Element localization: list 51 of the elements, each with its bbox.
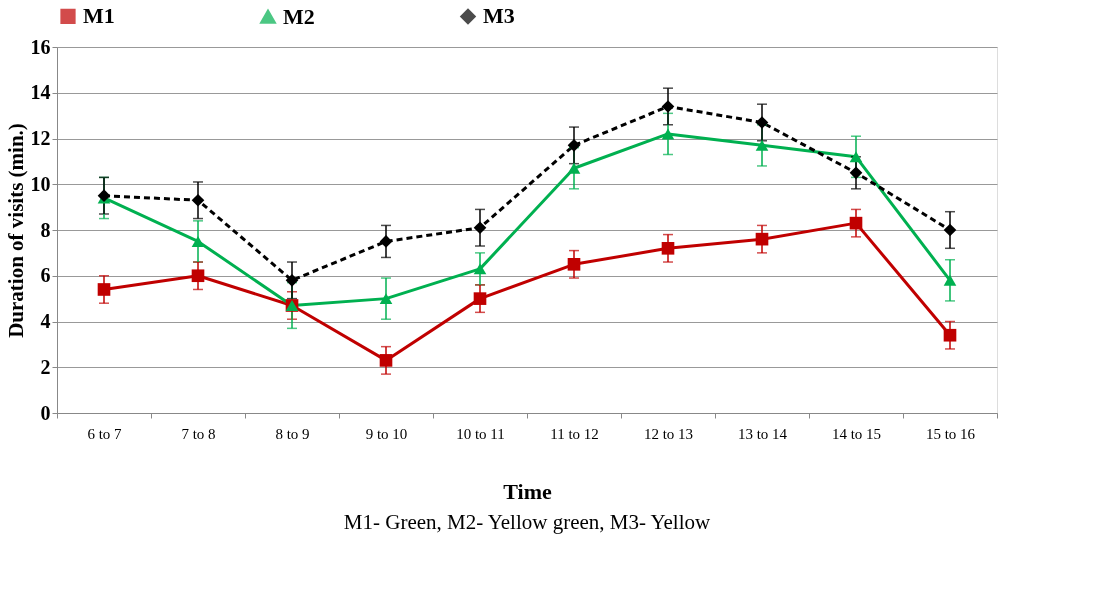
point: [567, 257, 581, 271]
point: [661, 241, 675, 255]
y-axis-title: Duration of visits (min.): [3, 123, 28, 338]
point: [943, 274, 957, 286]
x-axis-title: Time: [503, 478, 552, 504]
legend-label: M1: [83, 3, 115, 29]
y-tick-label: 4: [40, 310, 51, 332]
point: [567, 139, 581, 152]
point: [849, 151, 863, 163]
point: [285, 274, 299, 287]
legend-label: M2: [283, 3, 315, 29]
point: [191, 235, 205, 247]
y-tick-label: 14: [30, 81, 51, 104]
point: [755, 116, 769, 129]
point: [755, 232, 769, 246]
x-tick-label: 10 to 11: [456, 425, 505, 442]
point: [191, 269, 205, 283]
point: [849, 166, 863, 180]
x-tick-label: 9 to 10: [365, 425, 408, 442]
point: [97, 283, 111, 296]
point: [567, 162, 581, 174]
x-tick-label: 14 to 15: [831, 425, 882, 442]
y-tick-label: 2: [40, 355, 51, 378]
legend-label: M3: [483, 3, 515, 29]
point: [755, 139, 769, 151]
point: [661, 128, 675, 140]
y-tick-label: 8: [40, 218, 51, 241]
x-tick-label: 11 to 12: [550, 425, 599, 442]
point: [379, 235, 393, 248]
x-tick-label: 13 to 14: [737, 425, 788, 442]
point: [379, 354, 393, 367]
point: [379, 293, 393, 305]
y-tick-label: 16: [30, 35, 51, 58]
y-tick-label: 10: [30, 172, 51, 195]
x-tick-label: 12 to 13: [643, 425, 694, 442]
point: [473, 263, 487, 275]
point: [473, 292, 487, 305]
y-tick-label: 6: [40, 264, 51, 287]
x-tick-label: 8 to 9: [275, 425, 310, 442]
point: [943, 328, 957, 342]
point: [943, 223, 957, 237]
point: [661, 100, 675, 113]
y-tick-label: 0: [40, 401, 51, 424]
y-tick-label: 12: [30, 127, 51, 149]
x-tick-label: 15 to 16: [925, 425, 976, 442]
point: [191, 193, 205, 207]
x-tick-label: 6 to 7: [87, 425, 123, 442]
text: M1- Green, M2- Yellow green, M3- Yellow: [343, 510, 711, 534]
point: [849, 216, 863, 230]
x-tick-label: 7 to 8: [181, 425, 216, 442]
point: [473, 221, 487, 235]
